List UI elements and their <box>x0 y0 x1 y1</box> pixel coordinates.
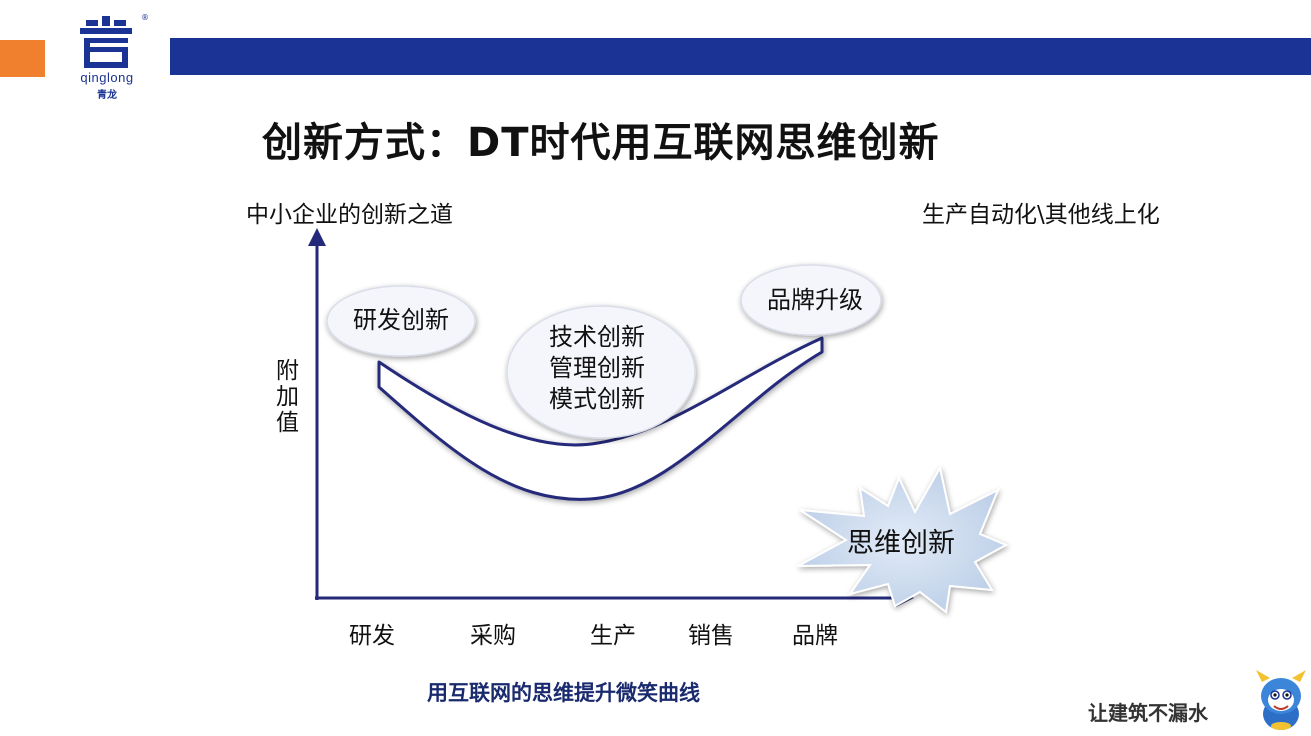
model-innovation-label: 模式创新 <box>549 385 645 413</box>
page-title: 创新方式：DT时代用互联网思维创新 <box>262 120 940 166</box>
thinking-innovation-label: 思维创新 <box>847 528 955 559</box>
x-tick-production: 生产 <box>590 623 636 649</box>
footer-slogan: 让建筑不漏水 <box>1088 701 1208 725</box>
brand-upgrade-bubble <box>740 264 882 336</box>
top-right-label: 生产自动化\其他线上化 <box>922 202 1160 228</box>
header-band <box>170 38 1311 75</box>
y-axis-arrow-icon <box>308 228 326 246</box>
top-left-label: 中小企业的创新之道 <box>246 202 453 228</box>
mascot-icon <box>1256 670 1306 730</box>
axes <box>315 240 902 600</box>
thinking-innovation-starburst-icon <box>797 465 1009 614</box>
x-tick-sales: 销售 <box>688 623 734 649</box>
rd-innovation-label: 研发创新 <box>353 306 449 334</box>
management-innovation-label: 管理创新 <box>549 354 645 382</box>
y-axis-label: 附加值 <box>276 358 299 436</box>
registered-mark: ® <box>141 13 149 22</box>
qinglong-logo-icon <box>80 16 132 68</box>
logo-text: qinglong <box>80 70 134 85</box>
x-tick-brand: 品牌 <box>792 623 838 649</box>
x-tick-procurement: 采购 <box>470 623 516 649</box>
middle-innovation-bubble <box>506 305 696 439</box>
brand-upgrade-label: 品牌升级 <box>767 286 863 314</box>
rd-innovation-bubble <box>326 285 476 357</box>
orange-accent-block <box>0 40 45 77</box>
x-tick-rd: 研发 <box>349 623 395 649</box>
logo-chinese-text: 青龙 <box>97 90 117 101</box>
tech-innovation-label: 技术创新 <box>549 323 645 351</box>
diagram-caption: 用互联网的思维提升微笑曲线 <box>427 681 700 705</box>
smile-curve <box>377 336 824 501</box>
